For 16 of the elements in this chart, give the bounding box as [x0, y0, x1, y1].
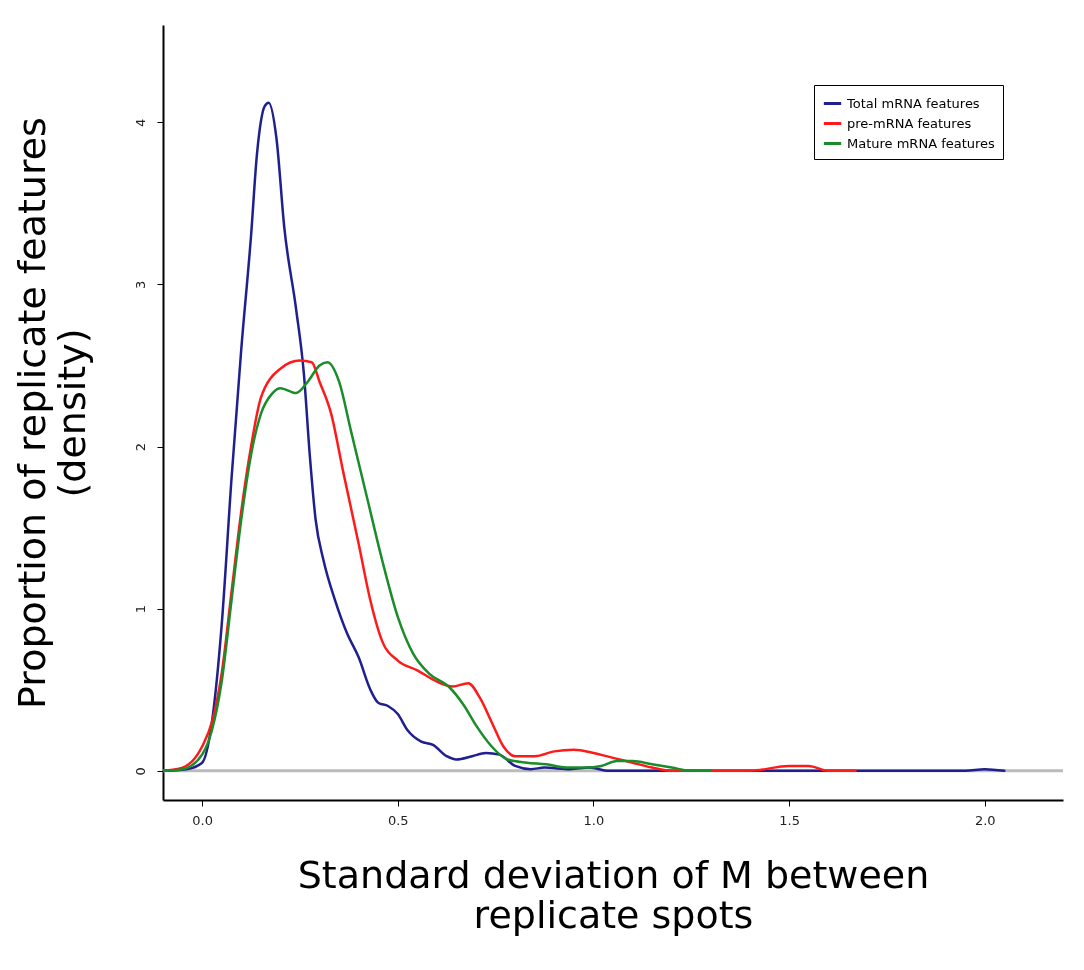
- y-axis-title: Proportion of replicate features (density): [9, 117, 94, 709]
- x-tick-label: 1.0: [583, 812, 605, 828]
- y-tick-label: 1: [132, 605, 148, 614]
- legend-label: pre-mRNA features: [847, 115, 972, 131]
- x-tick-label: 0.0: [192, 812, 213, 828]
- legend-label: Total mRNA features: [846, 95, 980, 111]
- x-tick-label: 2.0: [974, 812, 996, 828]
- y-tick-label: 3: [132, 280, 148, 290]
- y-tick-label: 4: [132, 118, 148, 127]
- y-tick-label: 0: [132, 767, 148, 776]
- y-tick-label: 2: [132, 442, 148, 452]
- legend-label: Mature mRNA features: [847, 135, 996, 151]
- x-axis-title: Standard deviation of M between replicate spots: [297, 852, 930, 937]
- x-tick-label: 1.5: [779, 812, 800, 828]
- line-series: [163, 360, 713, 773]
- x-tick-label: 0.5: [387, 812, 409, 828]
